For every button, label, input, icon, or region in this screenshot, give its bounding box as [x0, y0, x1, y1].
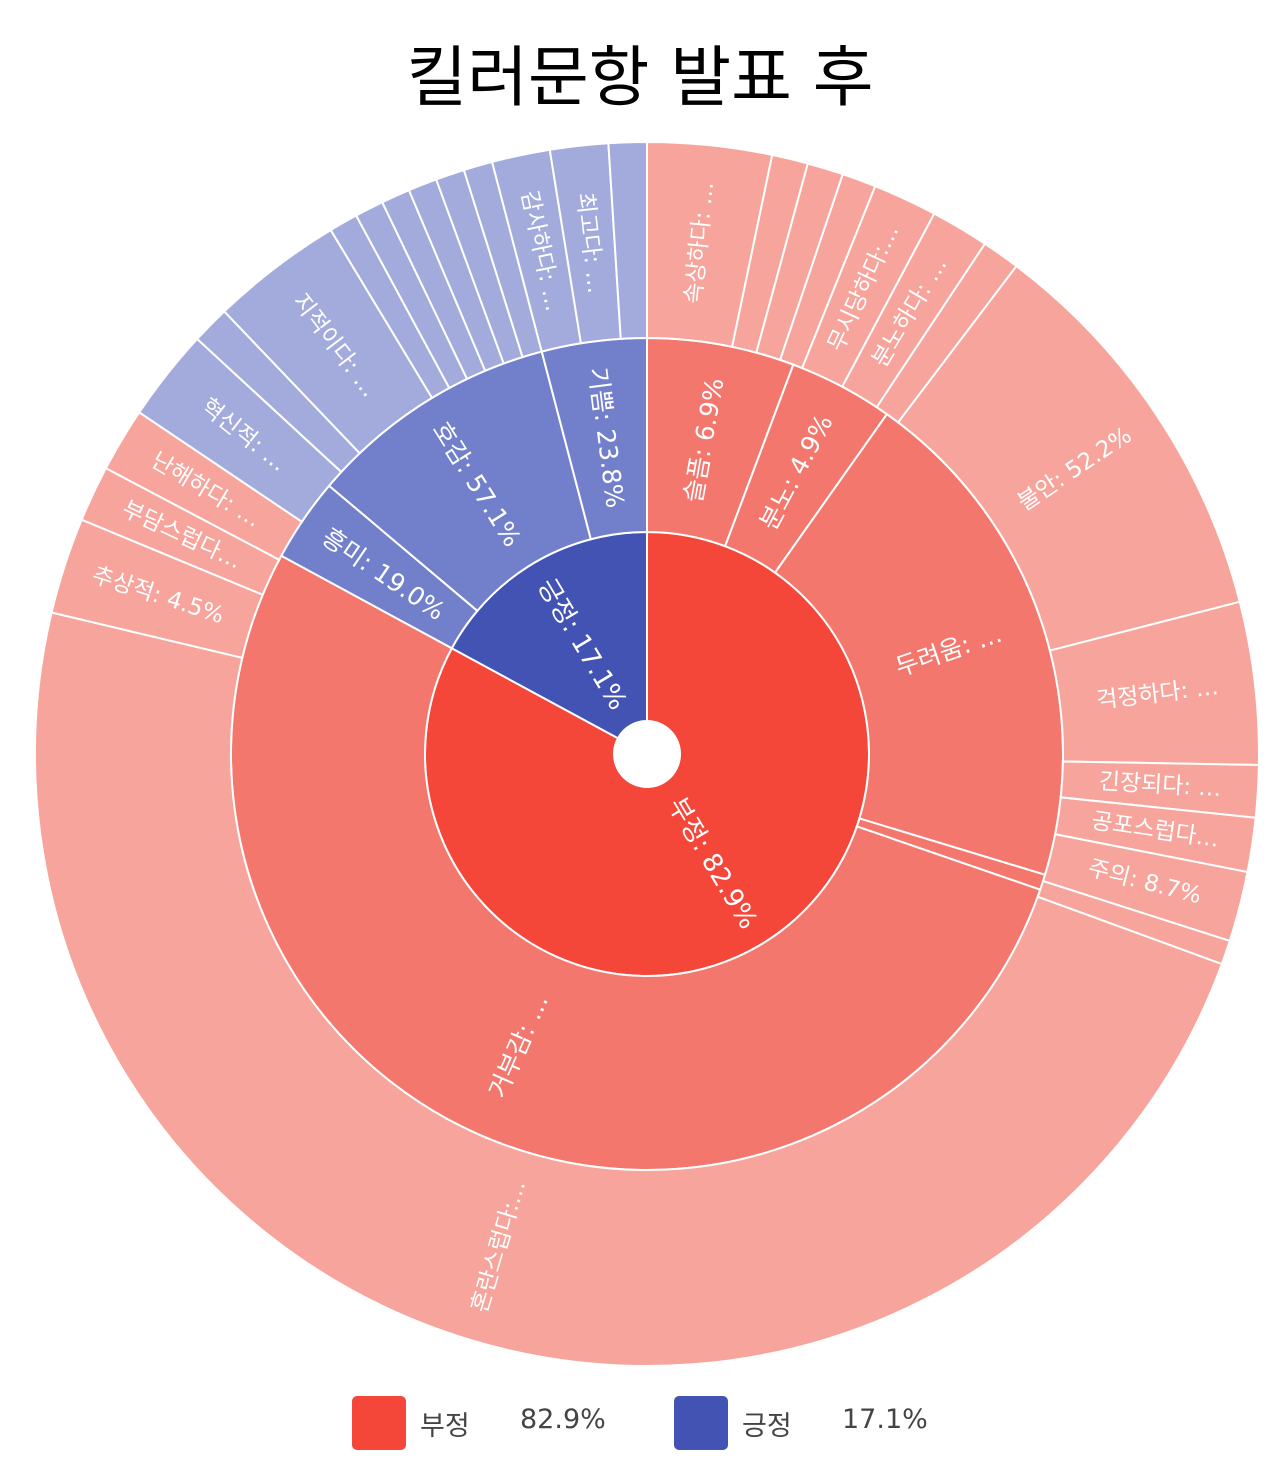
- legend-percent-positive: 17.1%: [842, 1404, 928, 1435]
- legend-label-positive: 긍정: [742, 1411, 792, 1442]
- chart-title: 킬러문항 발표 후: [406, 39, 874, 116]
- legend-swatch-negative: [352, 1396, 406, 1450]
- sunburst-chart: 부정: 82.9%긍정: 17.1%슬픔: 6.9% 분노: 4.9%두려움: ……: [33, 140, 1260, 1367]
- legend-percent-negative: 82.9%: [520, 1404, 606, 1435]
- legend-label-negative: 부정: [420, 1411, 470, 1442]
- legend-swatch-positive: [674, 1396, 728, 1450]
- outer-segment-unlabeled-28[interactable]: [607, 140, 648, 340]
- outer-segment-혼란스럽다-13[interactable]: [33, 611, 1224, 1367]
- legend: 부정 82.9% 긍정 17.1%: [0, 1394, 1280, 1454]
- center-hole: [614, 721, 680, 787]
